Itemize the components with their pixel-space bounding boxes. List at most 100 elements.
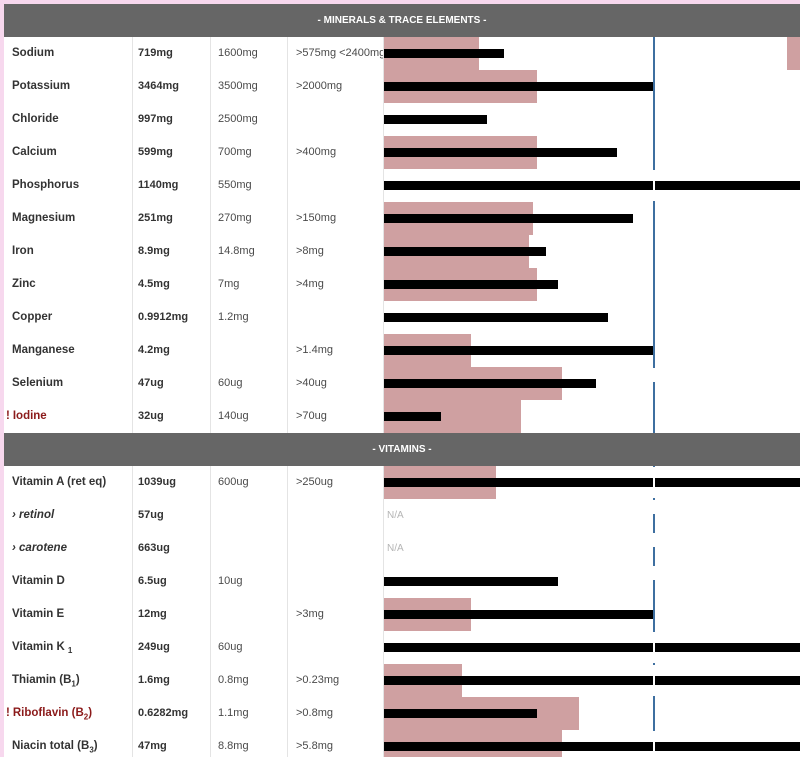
nutrient-name: Thiamin (B1)	[12, 664, 130, 697]
nutrient-rdi: 700mg	[218, 146, 252, 158]
nutrient-name: Sodium	[12, 37, 130, 70]
nutrient-rdi: 14.8mg	[218, 245, 255, 257]
nutrient-minimum	[296, 103, 384, 136]
nutrient-rdi: 60ug	[218, 377, 243, 389]
nutrient-bar-chart	[383, 169, 800, 202]
nutrient-amount: 663ug	[138, 542, 170, 554]
nutrient-amount: 251mg	[138, 212, 173, 224]
nutrient-row[interactable]: Copper 0.9912mg 1.2mg	[4, 301, 800, 334]
nutrient-name: Niacin total (B3)	[12, 730, 130, 757]
nutrient-minimum: >1.4mg	[296, 344, 333, 356]
nutrient-row[interactable]: Thiamin (B1) 1.6mg 0.8mg >0.23mg	[4, 664, 800, 697]
nutrient-amount: 3464mg	[138, 80, 179, 92]
nutrient-bar-chart	[383, 466, 800, 499]
nutrient-row[interactable]: Zinc 4.5mg 7mg >4mg	[4, 268, 800, 301]
nutrient-rdi: 600ug	[218, 476, 249, 488]
nutrient-bar-chart	[383, 334, 800, 367]
nutrient-name-text: Vitamin K	[12, 641, 65, 653]
intake-bar	[383, 742, 800, 751]
nutrient-bar-chart	[383, 37, 800, 70]
nutrient-row[interactable]: Vitamin K 1 249ug 60ug	[4, 631, 800, 664]
nutrient-name-text: Sodium	[12, 47, 55, 59]
nutrient-name: Selenium	[12, 367, 130, 400]
nutrient-bar-chart	[383, 598, 800, 631]
nutrient-name-text: Calcium	[12, 146, 57, 158]
nutrient-minimum: >575mg <2400mg	[296, 47, 384, 59]
nutrient-bar-chart: N/A	[383, 499, 800, 532]
nutrient-row[interactable]: Potassium 3464mg 3500mg >2000mg	[4, 70, 800, 103]
intake-bar	[383, 313, 608, 322]
nutrient-name-text: Magnesium	[12, 212, 76, 224]
nutrient-name-text: › retinol	[12, 509, 55, 521]
nutrient-row[interactable]: Vitamin D 6.5ug 10ug	[4, 565, 800, 598]
nutrient-bar-chart	[383, 664, 800, 697]
section-header: - VITAMINS -	[4, 433, 800, 466]
reference-line-gap	[653, 467, 655, 498]
nutrient-name: Iron	[12, 235, 130, 268]
nutrient-rdi: 2500mg	[218, 113, 258, 125]
nutrient-name-text: Iodine	[12, 410, 47, 422]
nutrient-name-subscript: 1	[67, 646, 73, 656]
nutrient-row[interactable]: › retinol 57ug N/A	[4, 499, 800, 532]
column-divider	[210, 37, 211, 433]
intake-bar	[383, 577, 558, 586]
nutrient-rdi: 0.8mg	[218, 674, 249, 686]
reference-line-gap	[653, 731, 655, 757]
nutrient-bar-chart	[383, 202, 800, 235]
nutrient-row[interactable]: Magnesium 251mg 270mg >150mg	[4, 202, 800, 235]
nutrient-name-subscript: 3	[89, 745, 94, 755]
intake-bar	[383, 379, 596, 388]
nutrient-row[interactable]: Vitamin A (ret eq) 1039ug 600ug >250ug	[4, 466, 800, 499]
nutrient-amount: 1.6mg	[138, 674, 170, 686]
intake-bar	[383, 181, 800, 190]
nutrient-row[interactable]: Phosphorus 1140mg 550mg	[4, 169, 800, 202]
column-divider	[383, 466, 384, 757]
not-available-label: N/A	[387, 543, 404, 554]
nutrient-rdi: 1.2mg	[218, 311, 249, 323]
nutrient-row[interactable]: Chloride 997mg 2500mg	[4, 103, 800, 136]
warning-icon: !	[6, 707, 10, 719]
intake-bar	[383, 346, 654, 355]
reference-line	[653, 466, 655, 757]
nutrient-name-text: Copper	[12, 311, 53, 323]
intake-bar	[383, 676, 800, 685]
nutrient-rdi: 270mg	[218, 212, 252, 224]
nutrient-rdi	[218, 334, 288, 367]
intake-bar	[383, 280, 558, 289]
nutrient-rdi	[218, 499, 288, 532]
nutrient-row[interactable]: ! Riboflavin (B2) 0.6282mg 1.1mg >0.8mg	[4, 697, 800, 730]
nutrient-amount: 12mg	[138, 608, 167, 620]
nutrient-amount: 4.2mg	[138, 344, 170, 356]
nutrient-minimum: >8mg	[296, 245, 324, 257]
nutrient-row[interactable]: Calcium 599mg 700mg >400mg	[4, 136, 800, 169]
nutrient-name: Phosphorus	[12, 169, 130, 202]
nutrient-amount: 1140mg	[138, 179, 179, 191]
nutrient-name-text: Manganese	[12, 344, 75, 356]
nutrient-row[interactable]: Manganese 4.2mg >1.4mg	[4, 334, 800, 367]
nutrient-amount: 6.5ug	[138, 575, 167, 587]
nutrient-minimum: >2000mg	[296, 80, 343, 92]
nutrient-row[interactable]: Niacin total (B3) 47mg 8.8mg >5.8mg	[4, 730, 800, 757]
nutrient-bar-chart	[383, 301, 800, 334]
nutrient-minimum	[296, 565, 384, 598]
nutrient-bar-chart	[383, 136, 800, 169]
nutrient-row[interactable]: Iron 8.9mg 14.8mg >8mg	[4, 235, 800, 268]
intake-bar	[383, 247, 546, 256]
nutrient-bar-chart	[383, 367, 800, 400]
nutrient-row[interactable]: › carotene 663ug N/A	[4, 532, 800, 565]
not-available-label: N/A	[387, 510, 404, 521]
nutrient-name-text: Zinc	[12, 278, 36, 290]
column-divider	[132, 37, 133, 433]
nutrient-row[interactable]: Selenium 47ug 60ug >40ug	[4, 367, 800, 400]
nutrient-row[interactable]: Sodium 719mg 1600mg >575mg <2400mg	[4, 37, 800, 70]
nutrient-rdi: 1600mg	[218, 47, 258, 59]
nutrient-bar-chart	[383, 400, 800, 433]
nutrient-minimum	[296, 532, 384, 565]
intake-bar	[383, 214, 633, 223]
nutrition-table: - MINERALS & TRACE ELEMENTS - Sodium 719mg…	[4, 4, 800, 757]
nutrient-bar-chart	[383, 631, 800, 664]
nutrient-row[interactable]: ! Iodine 32ug 140ug >70ug	[4, 400, 800, 433]
nutrient-row[interactable]: Vitamin E 12mg >3mg	[4, 598, 800, 631]
nutrient-name-text: Chloride	[12, 113, 59, 125]
